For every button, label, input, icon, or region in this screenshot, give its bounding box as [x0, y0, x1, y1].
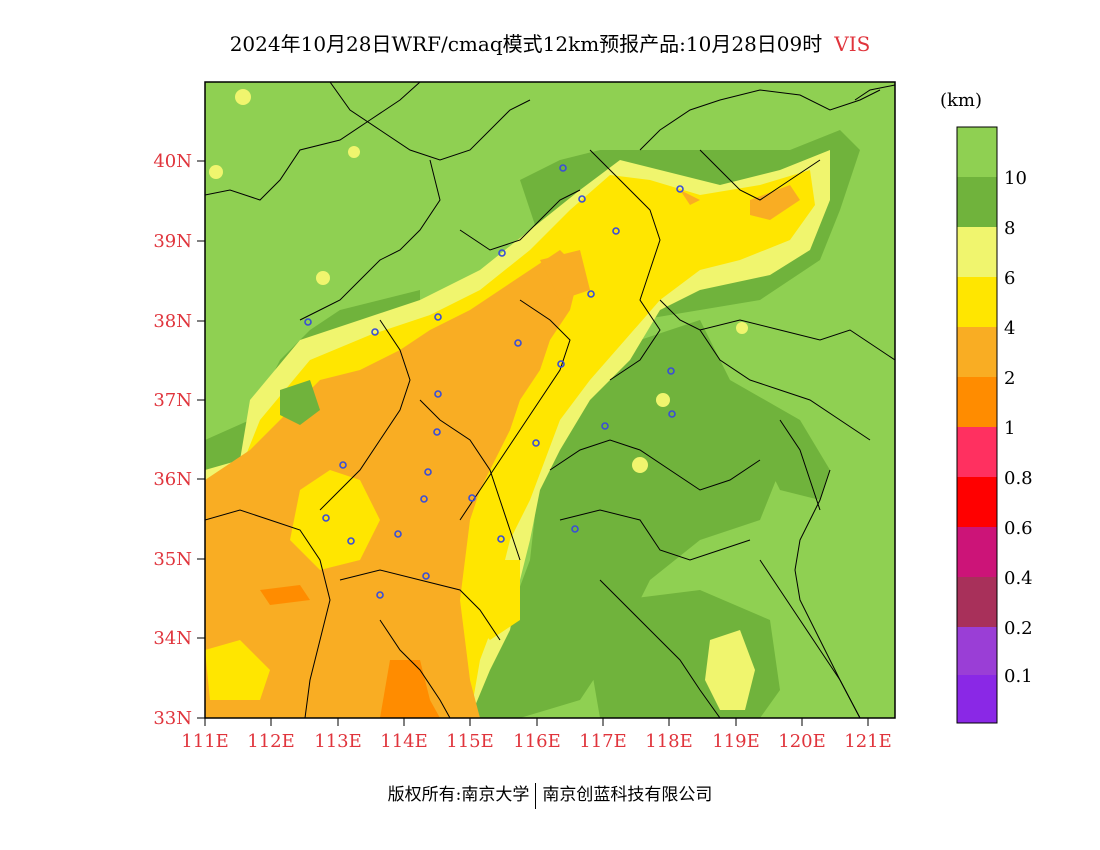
x-tick-label: 114E	[380, 731, 428, 752]
zone-1-2	[260, 585, 440, 718]
x-tick-label: 121E	[844, 731, 892, 752]
colorbar-label: 6	[1004, 268, 1015, 289]
coastline	[659, 84, 895, 718]
zone-8-10-central	[470, 320, 780, 718]
footer-separator	[535, 782, 537, 809]
colorbar-label: 0.2	[1004, 618, 1033, 639]
x-tick-label: 118E	[645, 731, 693, 752]
colorbar-swatch	[957, 277, 997, 327]
colorbar-swatch	[957, 477, 997, 527]
footer-left: 版权所有:南京大学	[387, 785, 530, 805]
colorbar-label: 0.8	[1004, 468, 1033, 489]
y-tick-label: 36N	[153, 469, 192, 490]
zone-4-6-south	[470, 560, 520, 640]
map-title: 2024年10月28日WRF/cmaq模式12km预报产品:10月28日09时 V…	[0, 28, 1100, 57]
x-tick-label: 112E	[247, 731, 295, 752]
y-tick-label: 39N	[153, 231, 192, 252]
colorbar-swatch	[957, 377, 997, 427]
colorbar-label: 0.4	[1004, 568, 1033, 589]
colorbar-label: 0.6	[1004, 518, 1033, 539]
colorbar-label: 4	[1004, 318, 1015, 339]
colorbar-label: 2	[1004, 368, 1015, 389]
colorbar-swatch	[957, 327, 997, 377]
map-field	[205, 82, 895, 718]
y-tick-label: 37N	[153, 390, 192, 411]
x-tick-label: 113E	[314, 731, 362, 752]
copyright-footer: 版权所有:南京大学 南京创蓝科技有限公司	[0, 780, 1100, 809]
colorbar-swatch	[957, 527, 997, 577]
zone-6-8-southeast	[705, 630, 755, 710]
zone-2-4-north	[540, 250, 590, 300]
colorbar-swatch	[957, 127, 997, 177]
x-tick-label: 119E	[712, 731, 760, 752]
title-variable: VIS	[834, 32, 871, 56]
y-tick-label: 34N	[153, 628, 192, 649]
footer-right: 南京创蓝科技有限公司	[542, 785, 713, 805]
tick-marks	[197, 160, 869, 726]
colorbar-swatch	[957, 177, 997, 227]
colorbar-unit: (km)	[940, 90, 983, 111]
x-tick-label: 115E	[446, 731, 494, 752]
title-main: 2024年10月28日WRF/cmaq模式12km预报产品:10月28日09时	[229, 32, 823, 56]
colorbar-swatch	[957, 427, 997, 477]
city-markers	[304, 164, 684, 599]
x-tick-label: 111E	[181, 731, 229, 752]
colorbar	[956, 126, 998, 724]
colorbar-label: 8	[1004, 218, 1015, 239]
colorbar-swatch	[957, 675, 997, 723]
y-tick-label: 33N	[153, 708, 192, 729]
colorbar-swatch	[957, 227, 997, 277]
x-tick-label: 116E	[513, 731, 561, 752]
zone-8-10-east	[730, 380, 830, 500]
colorbar-swatch	[957, 577, 997, 627]
colorbar-label: 10	[1004, 168, 1027, 189]
zone-8-10-hole	[280, 380, 320, 425]
colorbar-swatch	[957, 627, 997, 675]
colorbar-label: 0.1	[1004, 666, 1033, 687]
province-boundaries	[205, 82, 881, 718]
y-tick-label: 40N	[153, 151, 192, 172]
y-tick-label: 35N	[153, 549, 192, 570]
zone-4-6-west	[205, 470, 380, 700]
y-tick-label: 38N	[153, 311, 192, 332]
x-tick-label: 120E	[778, 731, 826, 752]
x-tick-label: 117E	[579, 731, 627, 752]
colorbar-label: 1	[1004, 418, 1015, 439]
